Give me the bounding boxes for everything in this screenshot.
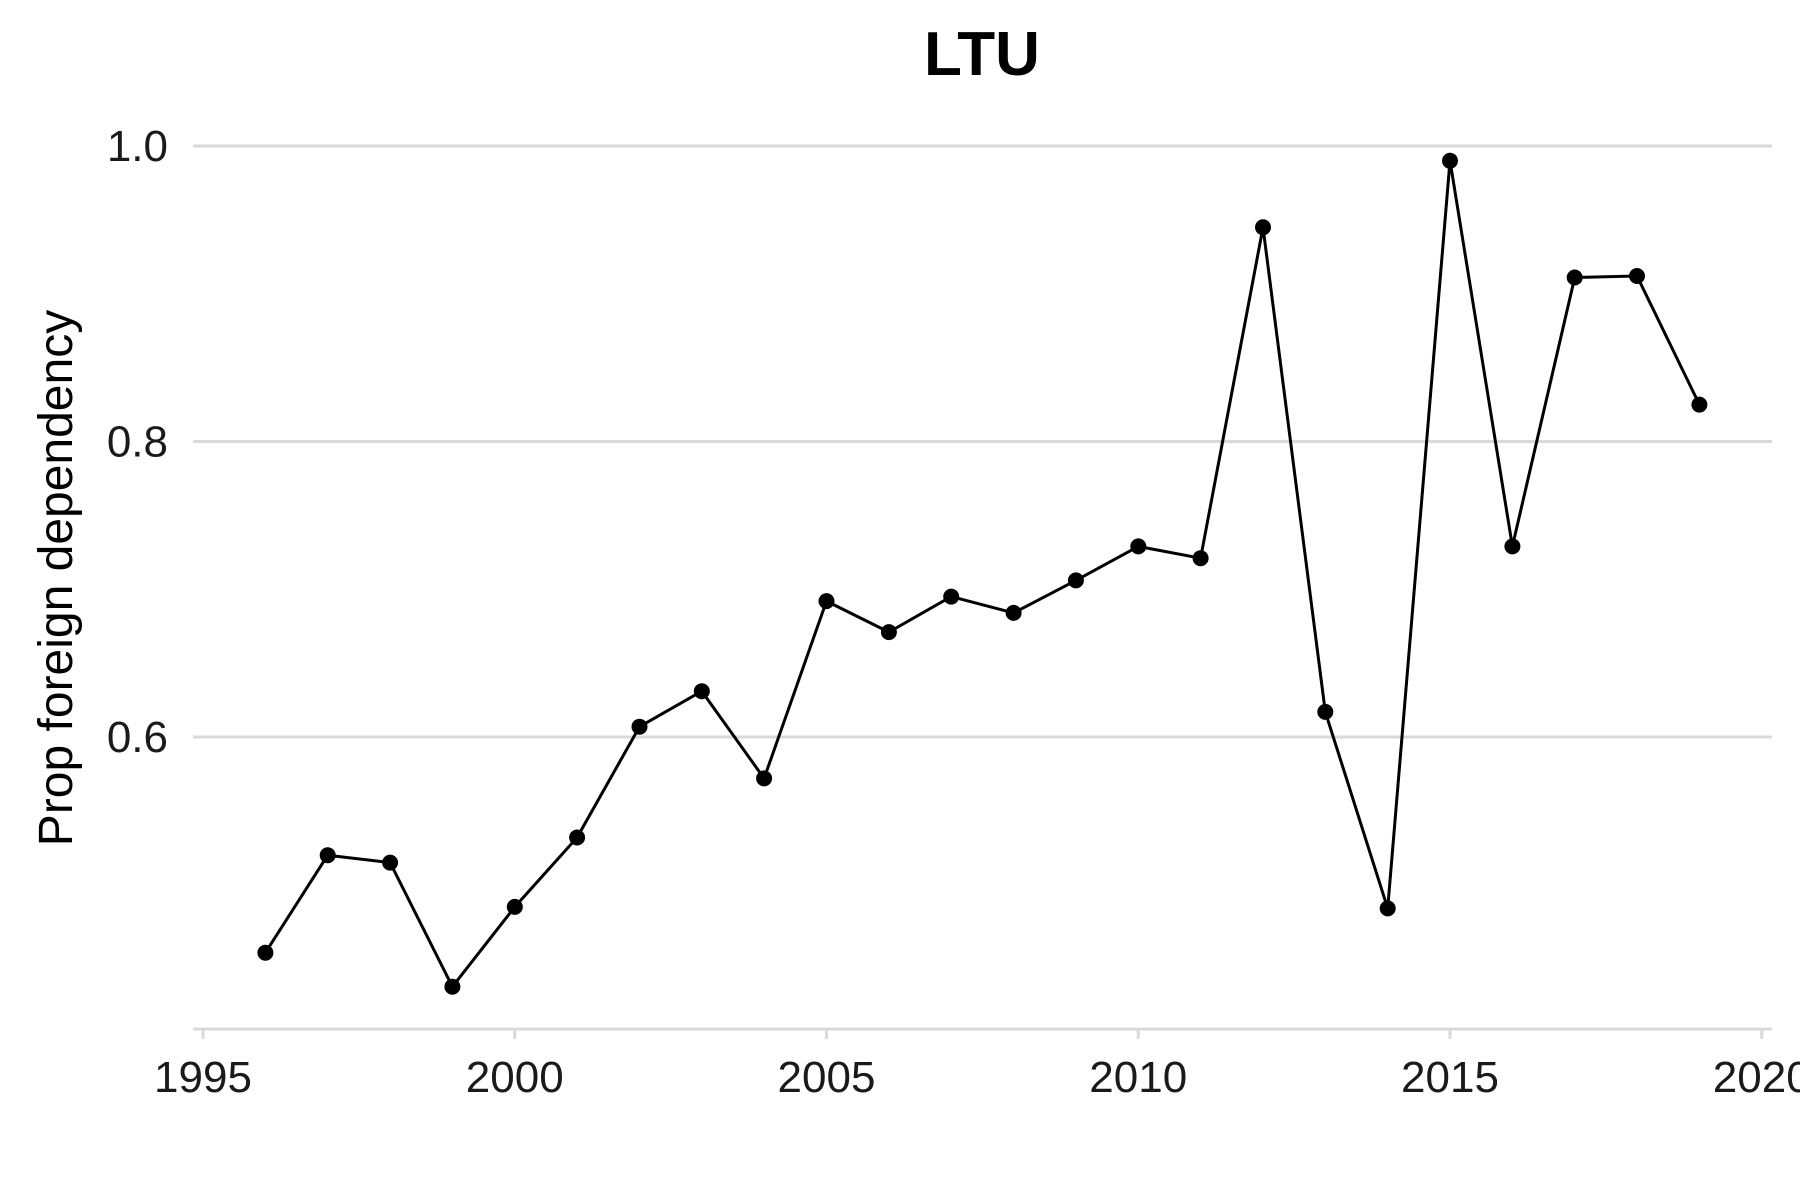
y-axis-label: Prop foreign dependency xyxy=(30,310,83,846)
x-tick-label: 2015 xyxy=(1401,1053,1499,1102)
data-point xyxy=(1379,900,1396,917)
data-point xyxy=(319,847,336,864)
x-tick-label: 2000 xyxy=(466,1053,564,1102)
data-point xyxy=(1442,152,1458,169)
chart-title: LTU xyxy=(924,20,1040,89)
data-point xyxy=(382,854,399,871)
data-point xyxy=(506,898,523,915)
y-tick-label: 1.0 xyxy=(107,122,168,171)
data-point xyxy=(1005,604,1022,621)
data-point xyxy=(569,829,586,846)
data-point xyxy=(1691,396,1708,413)
data-point xyxy=(943,588,960,605)
x-tick-label: 2010 xyxy=(1089,1053,1187,1102)
data-point xyxy=(444,978,461,995)
y-axis-ticks: 0.6 0.8 1.0 xyxy=(107,122,168,762)
data-point xyxy=(1255,219,1271,236)
data-point xyxy=(631,718,648,735)
data-point xyxy=(1504,538,1521,555)
data-point xyxy=(257,944,274,961)
x-tick-label: 2005 xyxy=(778,1053,876,1102)
data-point xyxy=(1067,572,1084,589)
series-line xyxy=(264,159,1701,989)
data-point xyxy=(1130,538,1147,555)
data-point xyxy=(880,624,897,641)
data-point xyxy=(1317,703,1334,720)
series xyxy=(257,152,1708,995)
gridlines xyxy=(193,144,1772,739)
x-axis-ticks: 1995 2000 2005 2010 2015 2020 xyxy=(154,1029,1800,1102)
data-point xyxy=(693,683,710,700)
data-point xyxy=(1192,550,1209,567)
y-tick-label: 0.6 xyxy=(107,713,168,762)
x-tick-label: 1995 xyxy=(154,1053,252,1102)
y-tick-label: 0.8 xyxy=(107,418,168,467)
data-point xyxy=(1566,269,1583,286)
data-point xyxy=(1629,268,1645,284)
data-point xyxy=(818,593,835,610)
data-point xyxy=(756,770,773,787)
x-tick-label: 2020 xyxy=(1713,1053,1800,1102)
